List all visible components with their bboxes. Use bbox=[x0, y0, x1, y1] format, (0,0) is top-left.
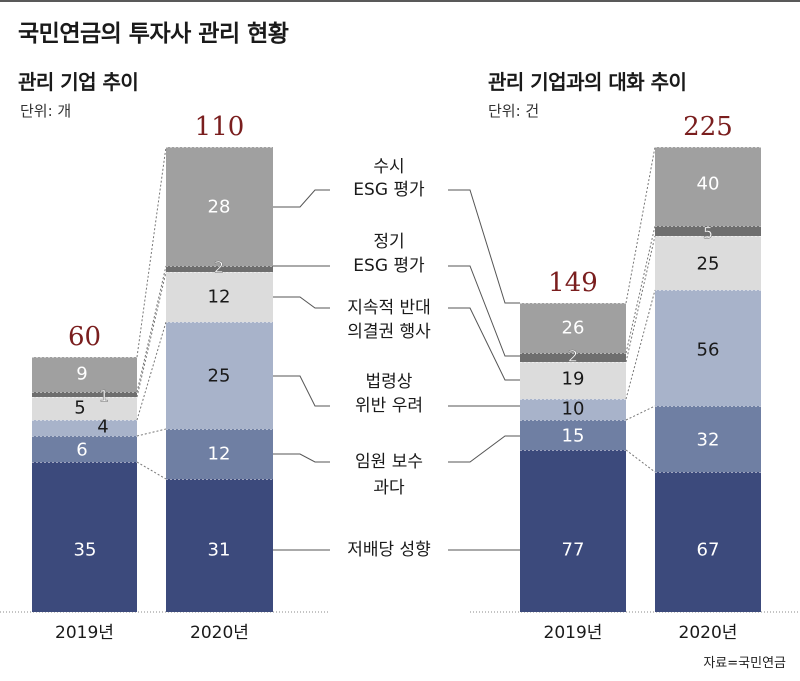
dialogues-2020-total-label: 225 bbox=[683, 112, 733, 142]
companies-2019-dividend-bar bbox=[32, 462, 137, 612]
left-connector-voting bbox=[136, 271, 167, 398]
companies-2020-violation-value-label: 25 bbox=[208, 366, 231, 387]
left-chart-title: 관리 기업 추이 bbox=[18, 70, 139, 94]
left-chart-unit: 단위: 개 bbox=[20, 102, 72, 120]
source-note: 자료=국민연금 bbox=[703, 656, 786, 671]
left-connector-dividend bbox=[136, 461, 167, 480]
legend-violation-leader-left bbox=[273, 375, 330, 407]
legend-adhoc-esg-label-line-1: 수시 bbox=[373, 157, 404, 177]
legend-compensation-label-line-2: 과다 bbox=[373, 478, 405, 498]
companies-2020-adhoc-esg-bar bbox=[166, 147, 273, 266]
right-connector-voting bbox=[625, 235, 656, 363]
companies-2019-voting-bar bbox=[32, 397, 137, 420]
left-connector-adhoc-esg bbox=[136, 146, 167, 358]
dialogues-2020-regular-esg-value-label: 5 bbox=[703, 224, 713, 243]
companies-2020-voting-bar bbox=[166, 272, 273, 322]
legend-voting-label-line-2: 의결권 행사 bbox=[347, 322, 431, 342]
legend-regular-esg-label-line-1: 정기 bbox=[373, 232, 404, 252]
right-connector-adhoc-esg bbox=[625, 146, 656, 304]
dialogues-2019-adhoc-esg-value-label: 26 bbox=[562, 318, 585, 339]
dialogues-2020-voting-bar bbox=[655, 236, 761, 290]
dialogues-2020-dividend-bar bbox=[655, 472, 761, 612]
companies-2019-regular-esg-bar bbox=[32, 392, 137, 397]
companies-2019-violation-value-label: 4 bbox=[97, 417, 108, 438]
legend-compensation-leader-left bbox=[273, 453, 330, 463]
companies-2020-dividend-bar bbox=[166, 479, 273, 612]
legend-compensation-leader-right bbox=[448, 435, 520, 463]
dialogues-2019-voting-value-label: 19 bbox=[562, 369, 585, 390]
legend-dividend-label-line-1: 저배당 성향 bbox=[347, 540, 431, 560]
left-connector-violation bbox=[136, 321, 167, 421]
companies-2020-compensation-value-label: 12 bbox=[208, 444, 231, 465]
companies-2019-total-label: 60 bbox=[68, 322, 101, 352]
companies-2019-adhoc-esg-value-label: 9 bbox=[76, 364, 87, 385]
right-chart-title: 관리 기업과의 대화 추이 bbox=[488, 70, 687, 94]
companies-2019-compensation-bar bbox=[32, 436, 137, 462]
dialogues-2019-regular-esg-value-label: 2 bbox=[568, 347, 578, 366]
companies-2020-regular-esg-value-label: 2 bbox=[214, 258, 224, 277]
dialogues-2020-compensation-value-label: 32 bbox=[697, 430, 720, 451]
companies-2019-adhoc-esg-bar bbox=[32, 357, 137, 392]
dialogues-2019-total-label: 149 bbox=[548, 268, 598, 298]
companies-2020-category-label: 2020년 bbox=[190, 623, 249, 643]
companies-2020-compensation-bar bbox=[166, 429, 273, 479]
companies-2019-violation-bar bbox=[32, 420, 137, 436]
legend-adhoc-esg-leader-right bbox=[448, 189, 520, 304]
companies-2019-voting-value-label: 5 bbox=[74, 398, 85, 419]
companies-2020-total-label: 110 bbox=[195, 112, 245, 142]
dialogues-2019-violation-value-label: 10 bbox=[562, 399, 585, 420]
right-chart-unit: 단위: 건 bbox=[488, 102, 540, 120]
right-connector-dividend bbox=[625, 449, 656, 473]
left-connector-compensation bbox=[136, 428, 167, 437]
dialogues-2019-dividend-bar bbox=[520, 450, 626, 612]
companies-2020-regular-esg-bar bbox=[166, 266, 273, 272]
dialogues-2019-regular-esg-bar bbox=[520, 353, 626, 362]
legend-adhoc-esg-leader-left bbox=[273, 189, 330, 208]
chart-main-title: 국민연금의 투자사 관리 현황 bbox=[18, 21, 289, 47]
dialogues-2019-dividend-value-label: 77 bbox=[562, 540, 585, 561]
companies-2020-dividend-value-label: 31 bbox=[208, 540, 231, 561]
legend-voting-leader-right bbox=[448, 307, 520, 381]
companies-2020-voting-value-label: 12 bbox=[208, 287, 231, 308]
dialogues-2020-violation-bar bbox=[655, 290, 761, 406]
companies-2019-category-label: 2019년 bbox=[55, 623, 114, 643]
companies-2019-compensation-value-label: 6 bbox=[76, 440, 87, 461]
dialogues-2020-voting-value-label: 25 bbox=[697, 254, 720, 275]
legend-voting-label-line-1: 지속적 반대 bbox=[347, 298, 431, 318]
dialogues-2020-category-label: 2020년 bbox=[679, 623, 738, 643]
dialogues-2020-regular-esg-bar bbox=[655, 226, 761, 236]
dialogues-2019-category-label: 2019년 bbox=[544, 623, 603, 643]
legend-voting-leader-left bbox=[273, 296, 330, 309]
dialogues-2020-dividend-value-label: 67 bbox=[697, 540, 720, 561]
right-connector-compensation bbox=[625, 405, 656, 421]
companies-2020-adhoc-esg-value-label: 28 bbox=[208, 197, 231, 218]
dialogues-2020-compensation-bar bbox=[655, 406, 761, 472]
companies-2019-dividend-value-label: 35 bbox=[74, 540, 97, 561]
legend-regular-esg-leader-right bbox=[448, 265, 520, 357]
right-connector-violation bbox=[625, 289, 656, 400]
dialogues-2020-adhoc-esg-value-label: 40 bbox=[697, 174, 720, 195]
dialogues-2019-adhoc-esg-bar bbox=[520, 303, 626, 353]
right-connector-regular-esg bbox=[625, 225, 656, 354]
left-connector-regular-esg bbox=[136, 265, 167, 393]
legend-compensation-label-line-1: 임원 보수 bbox=[355, 452, 423, 472]
legend-regular-esg-label-line-2: ESG 평가 bbox=[353, 256, 425, 276]
companies-2019-regular-esg-value-label: 1 bbox=[99, 387, 109, 406]
legend-adhoc-esg-label-line-2: ESG 평가 bbox=[353, 180, 425, 200]
dialogues-2019-compensation-value-label: 15 bbox=[562, 426, 585, 447]
dialogues-2019-compensation-bar bbox=[520, 420, 626, 450]
dialogues-2019-voting-bar bbox=[520, 362, 626, 399]
dialogues-2020-violation-value-label: 56 bbox=[697, 340, 720, 361]
dialogues-2019-violation-bar bbox=[520, 399, 626, 420]
legend-violation-label-line-1: 법령상 bbox=[366, 372, 413, 392]
legend-violation-label-line-2: 위반 우려 bbox=[355, 396, 423, 416]
dialogues-2020-adhoc-esg-bar bbox=[655, 147, 761, 226]
companies-2020-violation-bar bbox=[166, 322, 273, 429]
